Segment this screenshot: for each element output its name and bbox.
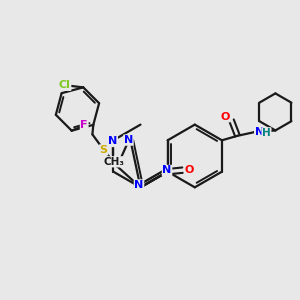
Text: O: O bbox=[221, 112, 230, 122]
Text: N: N bbox=[255, 127, 264, 136]
Text: N: N bbox=[162, 166, 172, 176]
Text: CH₃: CH₃ bbox=[103, 157, 124, 167]
Text: F: F bbox=[80, 120, 88, 130]
Text: N: N bbox=[108, 136, 117, 146]
Text: S: S bbox=[100, 145, 108, 155]
Text: H: H bbox=[262, 128, 271, 138]
Text: N: N bbox=[124, 135, 133, 145]
Text: O: O bbox=[184, 165, 194, 175]
Text: Cl: Cl bbox=[59, 80, 71, 90]
Text: N: N bbox=[134, 180, 144, 190]
